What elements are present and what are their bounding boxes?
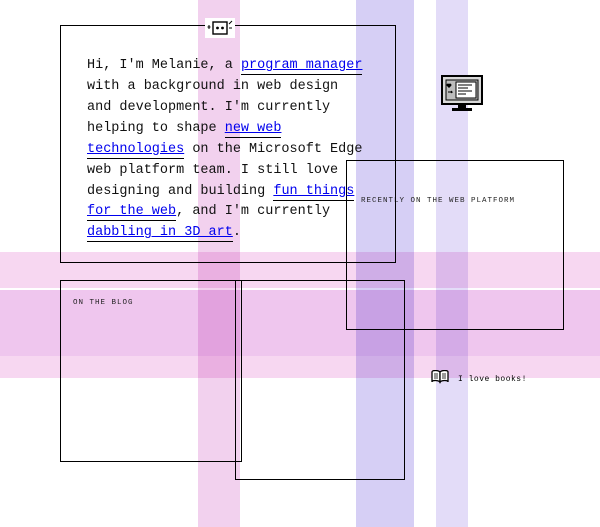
intro-text-part: , and I'm currently — [176, 204, 330, 219]
intro-link-3d-art[interactable]: dabbling in 3D art — [87, 225, 233, 242]
sparkle-badge-icon — [205, 18, 235, 38]
computer-icon — [438, 72, 486, 120]
middle-card — [235, 280, 405, 480]
intro-link-program-manager[interactable]: program manager — [241, 58, 363, 75]
page-stage: RECENTLY ON THE WEB PLATFORM Hi, I'm Mel… — [0, 0, 600, 527]
books-link[interactable]: I love books! — [430, 370, 527, 389]
intro-text-part: with a background in web design and deve… — [87, 79, 338, 136]
intro-card: Hi, I'm Melanie, a program manager with … — [60, 25, 396, 263]
intro-text: Hi, I'm Melanie, a program manager with … — [87, 56, 369, 244]
blog-card: ON THE BLOG — [60, 280, 242, 462]
intro-text-part: . — [233, 225, 241, 240]
intro-text-part: Hi, I'm Melanie, a — [87, 58, 241, 73]
book-icon — [430, 370, 450, 389]
books-label: I love books! — [458, 375, 527, 384]
blog-heading: ON THE BLOG — [73, 299, 134, 307]
